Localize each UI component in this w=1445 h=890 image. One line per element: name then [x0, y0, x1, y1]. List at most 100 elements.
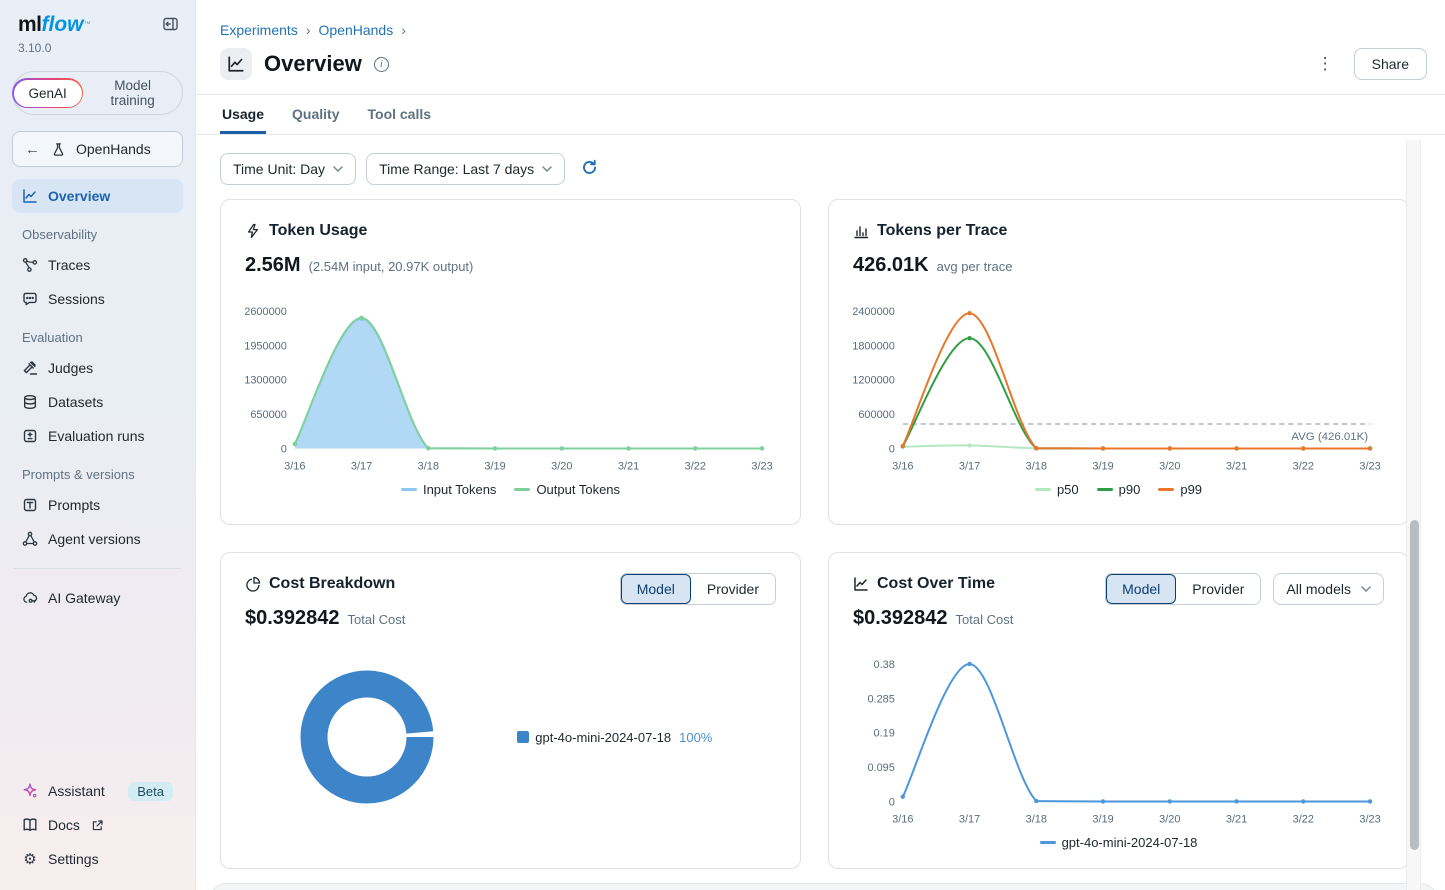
- sidebar-item-label: Prompts: [48, 497, 101, 513]
- svg-text:3/18: 3/18: [1026, 813, 1047, 825]
- model-provider-toggle: Model Provider: [1105, 573, 1262, 605]
- filter-bar: Time Unit: Day Time Range: Last 7 days: [220, 153, 1421, 185]
- dashboard-cards: Token Usage 2.56M (2.54M input, 20.97K o…: [220, 199, 1409, 869]
- all-models-dropdown[interactable]: All models: [1273, 573, 1384, 605]
- line-chart-icon: [854, 577, 868, 591]
- cost-over-time-card: Cost Over Time $0.392842 Total Cost Mode…: [828, 552, 1409, 869]
- card-title: Cost Over Time: [877, 575, 995, 592]
- sidebar-item-label: Assistant: [48, 783, 105, 799]
- svg-text:3/23: 3/23: [1359, 460, 1380, 472]
- legend-item: p50: [1034, 482, 1079, 497]
- sidebar-item-label: Agent versions: [48, 531, 141, 547]
- sidebar-item-settings[interactable]: ⚙ Settings: [12, 842, 183, 876]
- book-icon: [22, 817, 38, 833]
- tokens-per-trace-value: 426.01K: [853, 254, 929, 276]
- legend-item: p99: [1158, 482, 1202, 497]
- svg-text:0.19: 0.19: [874, 728, 895, 740]
- sidebar-item-label: Traces: [48, 257, 91, 273]
- svg-text:0.38: 0.38: [874, 659, 895, 671]
- experiment-selector[interactable]: ← OpenHands: [12, 131, 183, 167]
- experiment-name: OpenHands: [76, 141, 151, 157]
- svg-text:3/21: 3/21: [1226, 813, 1247, 825]
- sidebar-item-assistant[interactable]: Assistant Beta: [12, 774, 183, 808]
- token-usage-card: Token Usage 2.56M (2.54M input, 20.97K o…: [220, 199, 801, 525]
- sidebar-item-judges[interactable]: Judges: [12, 351, 183, 385]
- legend-swatch: [514, 488, 531, 492]
- time-range-dropdown[interactable]: Time Range: Last 7 days: [366, 153, 566, 185]
- svg-text:3/20: 3/20: [1159, 813, 1180, 825]
- tokens-per-trace-card: Tokens per Trace 426.01K avg per trace 0…: [828, 199, 1409, 525]
- card-title: Tokens per Trace: [877, 222, 1008, 239]
- chart-legend: Input Tokens Output Tokens: [245, 482, 776, 497]
- legend-label: p99: [1180, 482, 1203, 498]
- sidebar-item-agent-versions[interactable]: Agent versions: [12, 522, 183, 556]
- cloud-key-icon: [22, 590, 38, 606]
- sidebar-item-prompts[interactable]: Prompts: [12, 488, 183, 522]
- breadcrumb-experiments-link[interactable]: Experiments: [220, 22, 298, 38]
- card-value-row: $0.392842 Total Cost: [245, 607, 776, 630]
- info-icon[interactable]: i: [373, 56, 389, 72]
- text-box-icon: [22, 497, 38, 513]
- cost-breakdown-card: Cost Breakdown $0.392842 Total Cost Mode…: [220, 552, 801, 869]
- svg-text:3/23: 3/23: [751, 460, 772, 472]
- legend-item: Output Tokens: [514, 482, 620, 497]
- segment-model[interactable]: Model: [620, 574, 691, 604]
- cost-over-time-value: $0.392842: [853, 607, 948, 629]
- svg-text:0: 0: [281, 443, 287, 455]
- time-unit-dropdown[interactable]: Time Unit: Day: [220, 153, 357, 185]
- tab-quality[interactable]: Quality: [290, 95, 341, 134]
- plus-minus-box-icon: [22, 428, 38, 444]
- sidebar-item-sessions[interactable]: Sessions: [12, 282, 183, 316]
- svg-text:3/19: 3/19: [1092, 813, 1113, 825]
- tab-tool-calls[interactable]: Tool calls: [366, 95, 434, 134]
- sidebar-item-overview[interactable]: Overview: [12, 179, 183, 213]
- cost-over-time-chart: 0 0.095 0.19 0.285 0.38 3/16 3/17 3/18 3/19 3/20 3…: [853, 654, 1384, 831]
- sidebar-item-label: Settings: [48, 851, 99, 867]
- legend-swatch: [1034, 488, 1051, 492]
- sidebar-item-ai-gateway[interactable]: AI Gateway: [12, 581, 183, 615]
- svg-text:3/17: 3/17: [959, 813, 980, 825]
- database-icon: [22, 394, 38, 410]
- mlflow-logo: mlflow™: [18, 14, 91, 36]
- experiment-beaker-icon: [50, 141, 66, 157]
- tokens-per-trace-chart: 0 600000 1200000 1800000 2400000 3/16 3/17 3/18…: [853, 301, 1384, 478]
- svg-text:2400000: 2400000: [853, 306, 895, 318]
- sidebar-collapse-icon[interactable]: [160, 14, 181, 37]
- overflow-menu-button[interactable]: ⋮: [1311, 50, 1340, 78]
- sidebar-item-label: AI Gateway: [48, 590, 121, 606]
- version-label: 3.10.0: [18, 41, 52, 55]
- traces-icon: [22, 257, 38, 273]
- share-button[interactable]: Share: [1353, 48, 1427, 80]
- chevron-down-icon: [333, 166, 343, 172]
- genai-toggle[interactable]: GenAI: [13, 79, 82, 107]
- zap-icon: [247, 223, 259, 239]
- segment-provider[interactable]: Provider: [690, 574, 775, 604]
- card-controls: Model Provider: [619, 573, 776, 605]
- logo-ml-text: ml: [18, 13, 42, 36]
- scrollbar-thumb[interactable]: [1410, 520, 1419, 850]
- time-unit-value: Time Unit: Day: [233, 161, 326, 177]
- sidebar-item-datasets[interactable]: Datasets: [12, 385, 183, 419]
- chart-line-icon: [22, 188, 38, 204]
- tab-bar: Usage Quality Tool calls: [196, 95, 1445, 135]
- sidebar-item-label: Overview: [48, 188, 111, 204]
- refresh-button[interactable]: [579, 157, 600, 181]
- svg-text:3/20: 3/20: [551, 460, 572, 472]
- svg-text:600000: 600000: [858, 409, 895, 421]
- scrollbar-track[interactable]: [1406, 140, 1421, 890]
- segment-provider[interactable]: Provider: [1176, 574, 1261, 604]
- sidebar-item-evaluation-runs[interactable]: Evaluation runs: [12, 419, 183, 453]
- model-training-toggle[interactable]: Model training: [83, 72, 182, 114]
- breadcrumb-openhands-link[interactable]: OpenHands: [318, 22, 394, 38]
- breadcrumb: Experiments › OpenHands ›: [220, 22, 1421, 38]
- card-title-row: Cost Breakdown: [245, 575, 776, 593]
- sidebar-item-docs[interactable]: Docs: [12, 808, 183, 842]
- legend-swatch: [1039, 841, 1056, 845]
- legend-item: p90: [1096, 482, 1140, 497]
- tab-usage[interactable]: Usage: [220, 95, 267, 134]
- segment-model[interactable]: Model: [1106, 574, 1177, 604]
- sidebar-item-traces[interactable]: Traces: [12, 248, 183, 282]
- overview-chart-icon: [220, 48, 252, 80]
- svg-text:3/20: 3/20: [1159, 460, 1180, 472]
